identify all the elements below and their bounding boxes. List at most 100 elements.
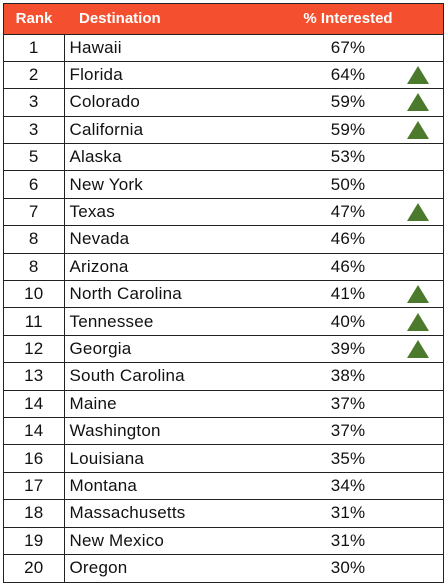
pct-cell: 46%: [273, 225, 443, 254]
pct-cell: 39%: [273, 334, 443, 363]
up-arrow-icon: [407, 203, 429, 222]
pct-cell: 53%: [273, 143, 443, 171]
pct-cell: 47%: [273, 197, 443, 226]
rank-cell: 13: [4, 362, 65, 391]
destination-cell: Alaska: [64, 143, 273, 171]
pct-cell: 31%: [273, 499, 443, 528]
pct-cell: 41%: [273, 280, 443, 308]
destination-cell: Oregon: [64, 553, 273, 582]
destination-cell: New York: [64, 170, 273, 199]
destination-cell: South Carolina: [64, 362, 273, 391]
up-arrow-icon: [407, 93, 429, 112]
table-row: 12 Georgia 39%: [4, 334, 443, 363]
table-row: 8 Arizona 46%: [4, 252, 443, 281]
destination-cell: North Carolina: [64, 280, 273, 308]
destination-cell: New Mexico: [64, 526, 273, 555]
pct-value: 46%: [330, 229, 366, 249]
rank-cell: 17: [4, 471, 65, 500]
destination-cell: Washington: [64, 416, 273, 445]
pct-value: 40%: [330, 311, 366, 331]
pct-cell: 31%: [273, 526, 443, 555]
table-row: 7 Texas 47%: [4, 197, 443, 226]
table-row: 2 Florida 64%: [4, 60, 443, 89]
pct-value: 31%: [330, 530, 366, 550]
destination-cell: Tennessee: [64, 307, 273, 336]
pct-value: 37%: [330, 393, 366, 413]
pct-value: 34%: [330, 475, 366, 495]
rank-cell: 3: [4, 88, 65, 117]
rank-cell: 1: [4, 33, 65, 62]
pct-cell: 64%: [273, 60, 443, 89]
pct-value: 47%: [330, 202, 366, 222]
rank-cell: 8: [4, 225, 65, 254]
table-row: 19 New Mexico 31%: [4, 526, 443, 555]
rank-cell: 14: [4, 416, 65, 445]
header-rank: Rank: [15, 10, 53, 28]
rank-cell: 14: [4, 389, 65, 418]
pct-value: 50%: [330, 174, 366, 194]
up-arrow-icon: [407, 66, 429, 85]
pct-value: 35%: [330, 448, 366, 468]
pct-cell: 59%: [273, 115, 443, 144]
pct-value: 39%: [330, 338, 366, 358]
rank-cell: 5: [4, 143, 65, 171]
pct-value: 59%: [330, 92, 366, 112]
table-row: 20 Oregon 30%: [4, 553, 443, 582]
pct-cell: 59%: [273, 88, 443, 117]
destination-cell: Louisiana: [64, 444, 273, 473]
table-row: 5 Alaska 53%: [4, 143, 443, 171]
table-row: 3 California 59%: [4, 115, 443, 144]
table-body: 1 Hawaii 67% 2 Florida 64% 3 Colorado 59% 3 Califo…: [4, 33, 443, 582]
table-row: 13 South Carolina 38%: [4, 362, 443, 391]
pct-value: 41%: [330, 284, 366, 304]
header-destination: Destination: [79, 10, 161, 28]
rank-cell: 6: [4, 170, 65, 199]
up-arrow-icon: [407, 312, 429, 331]
table-header: Rank Destination % Interested: [4, 4, 443, 34]
destination-cell: Hawaii: [64, 33, 273, 62]
header-pct-interested: % Interested: [303, 10, 393, 28]
pct-value: 46%: [330, 256, 366, 276]
table-row: 6 New York 50%: [4, 170, 443, 199]
pct-cell: 50%: [273, 170, 443, 199]
destination-cell: Nevada: [64, 225, 273, 254]
pct-cell: 38%: [273, 362, 443, 391]
table-row: 14 Washington 37%: [4, 416, 443, 445]
destination-cell: Arizona: [64, 252, 273, 281]
rank-cell: 10: [4, 280, 65, 308]
ranking-table: Rank Destination % Interested 1 Hawaii 67%…: [4, 4, 443, 582]
table-row: 1 Hawaii 67%: [4, 33, 443, 62]
pct-cell: 37%: [273, 416, 443, 445]
table-row: 17 Montana 34%: [4, 471, 443, 500]
destination-cell: Maine: [64, 389, 273, 418]
destination-cell: Georgia: [64, 334, 273, 363]
up-arrow-icon: [407, 285, 429, 304]
header-row: Rank Destination % Interested: [4, 4, 443, 34]
rank-cell: 20: [4, 553, 65, 582]
rank-cell: 18: [4, 499, 65, 528]
table-row: 3 Colorado 59%: [4, 88, 443, 117]
pct-value: 38%: [330, 366, 366, 386]
pct-cell: 40%: [273, 307, 443, 336]
destination-cell: Colorado: [64, 88, 273, 117]
destinations-table: Rank Destination % Interested 1 Hawaii 67%…: [3, 3, 444, 583]
rank-cell: 11: [4, 307, 65, 336]
rank-cell: 7: [4, 197, 65, 226]
table-row: 8 Nevada 46%: [4, 225, 443, 254]
rank-cell: 3: [4, 115, 65, 144]
pct-value: 64%: [330, 65, 366, 85]
pct-value: 67%: [330, 37, 366, 57]
rank-cell: 2: [4, 60, 65, 89]
pct-value: 37%: [330, 421, 366, 441]
destination-cell: Massachusetts: [64, 499, 273, 528]
rank-cell: 8: [4, 252, 65, 281]
destination-cell: Florida: [64, 60, 273, 89]
pct-value: 59%: [330, 119, 366, 139]
pct-value: 30%: [330, 558, 366, 578]
up-arrow-icon: [407, 120, 429, 139]
table-row: 16 Louisiana 35%: [4, 444, 443, 473]
pct-cell: 30%: [273, 553, 443, 582]
destination-cell: Montana: [64, 471, 273, 500]
rank-cell: 19: [4, 526, 65, 555]
rank-cell: 16: [4, 444, 65, 473]
